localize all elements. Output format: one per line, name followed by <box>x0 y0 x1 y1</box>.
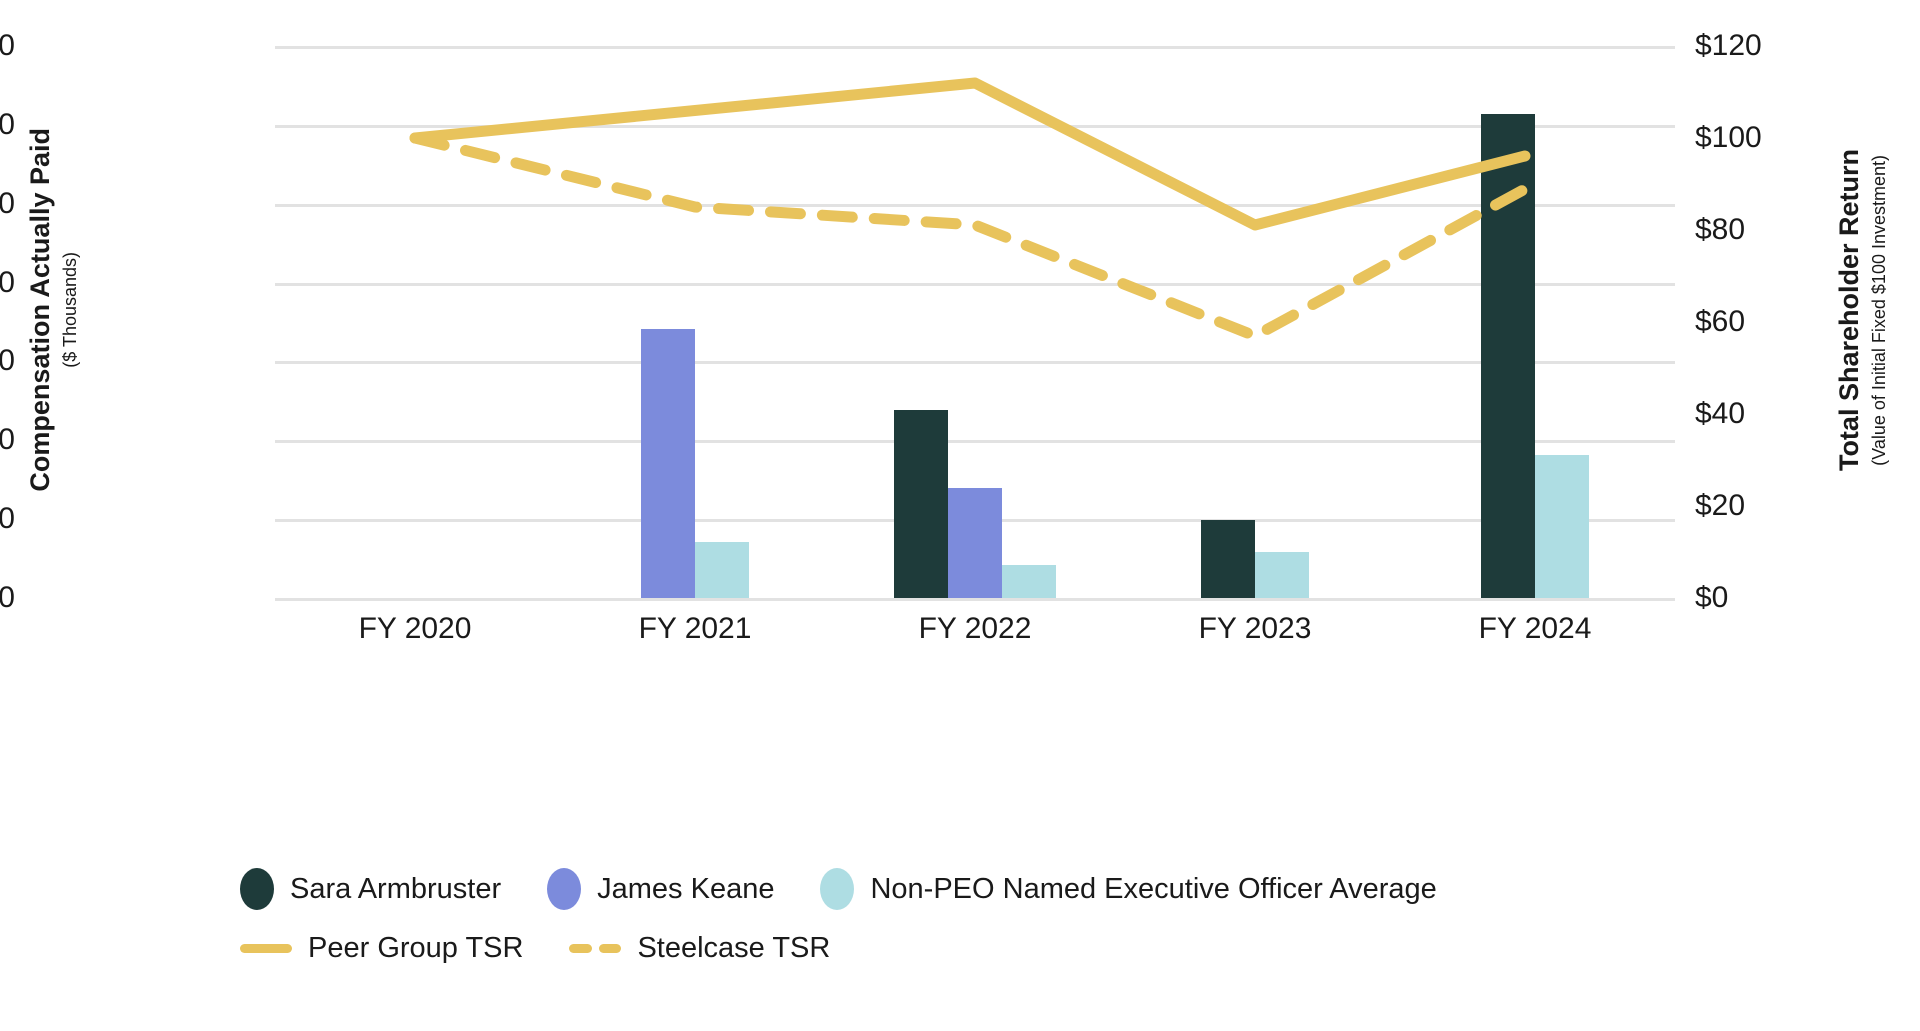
legend-marker-dashed-line-icon <box>569 944 622 953</box>
legend-item-non-peo-average[interactable]: Non-PEO Named Executive Officer Average <box>820 868 1437 910</box>
left-ytick-4000: $4,000 <box>0 423 15 457</box>
xtick-fy2023: FY 2023 <box>1198 612 1312 645</box>
legend-item-james-keane[interactable]: James Keane <box>547 868 774 910</box>
gridline <box>275 361 1675 365</box>
left-ytick-14000: $14,000 <box>0 29 15 62</box>
left-ytick-6000: $6,000 <box>0 344 15 378</box>
left-axis-subtitle: ($ Thousands) <box>60 252 80 368</box>
tsr-lines <box>409 77 1531 342</box>
xtick-fy2021: FY 2021 <box>638 612 752 645</box>
legend-item-sara-armbruster[interactable]: Sara Armbruster <box>240 868 501 910</box>
right-ytick-80: $80 <box>1695 213 1746 246</box>
bar-neo-fy2023[interactable] <box>1255 551 1309 598</box>
legend-label-non-peo-average: Non-PEO Named Executive Officer Average <box>870 872 1437 905</box>
bar-armbruster-fy2022[interactable] <box>894 409 948 598</box>
bar-keane-fy2021[interactable] <box>641 329 695 598</box>
right-ytick-40: $40 <box>1695 397 1746 430</box>
right-ytick-120: $120 <box>1695 29 1762 62</box>
left-ytick-12000: $12,000 <box>0 107 15 141</box>
legend-marker-circle-icon <box>240 868 274 910</box>
steelcase-tsr-line <box>409 132 1531 342</box>
bar-neo-fy2022[interactable] <box>1002 565 1056 598</box>
legend-label-james-keane: James Keane <box>597 872 775 905</box>
gridline <box>275 203 1675 207</box>
gridline <box>275 46 1675 49</box>
legend-row-series: Sara Armbruster James Keane Non-PEO Name… <box>240 868 1660 910</box>
bar-neo-fy2021[interactable] <box>695 541 749 598</box>
bar-group-fy2021 <box>555 46 835 598</box>
chart-legend: Sara Armbruster James Keane Non-PEO Name… <box>240 868 1660 987</box>
bar-keane-fy2022[interactable] <box>948 488 1002 598</box>
legend-item-peer-group-tsr[interactable]: Peer Group TSR <box>240 932 523 965</box>
left-ytick-10000: $10,000 <box>0 186 15 220</box>
legend-label-steelcase-tsr: Steelcase TSR <box>637 932 831 964</box>
bar-neo-fy2024[interactable] <box>1535 455 1589 598</box>
legend-item-steelcase-tsr[interactable]: Steelcase TSR <box>569 932 830 965</box>
axis-baseline <box>275 598 1675 601</box>
legend-marker-circle-icon <box>820 868 855 910</box>
gridline <box>275 124 1675 128</box>
left-ytick-0: $0 <box>0 581 15 614</box>
legend-label-peer-group-tsr: Peer Group TSR <box>308 932 524 964</box>
bar-group-fy2022 <box>835 46 1115 598</box>
legend-row-tsr: Peer Group TSR Steelcase TSR <box>240 932 1660 965</box>
xtick-fy2022: FY 2022 <box>918 612 1032 645</box>
gridline <box>275 440 1675 444</box>
right-ytick-100: $100 <box>1695 121 1762 154</box>
gridline <box>275 282 1675 286</box>
plot-area: $14,000 $12,000 $10,000 $8,000 $6,000 $4… <box>0 31 1762 646</box>
xtick-fy2020: FY 2020 <box>358 612 472 645</box>
left-ytick-8000: $8,000 <box>0 265 15 299</box>
left-axis-title: Compensation Actually Paid <box>25 128 55 492</box>
peer-group-tsr-line <box>409 77 1531 231</box>
left-ytick-2000: $2,000 <box>0 502 15 536</box>
right-ytick-20: $20 <box>1695 489 1746 522</box>
legend-label-sara-armbruster: Sara Armbruster <box>290 872 502 905</box>
legend-marker-solid-line-icon <box>240 944 292 953</box>
xtick-fy2024: FY 2024 <box>1478 612 1592 645</box>
left-axis-title-group: Compensation Actually Paid ($ Thousands) <box>8 20 98 600</box>
legend-marker-circle-icon <box>547 868 582 910</box>
bar-armbruster-fy2023[interactable] <box>1201 519 1255 598</box>
right-ytick-60: $60 <box>1695 305 1746 338</box>
right-ytick-0: $0 <box>1695 581 1729 614</box>
bar-group-fy2023 <box>1115 46 1395 598</box>
